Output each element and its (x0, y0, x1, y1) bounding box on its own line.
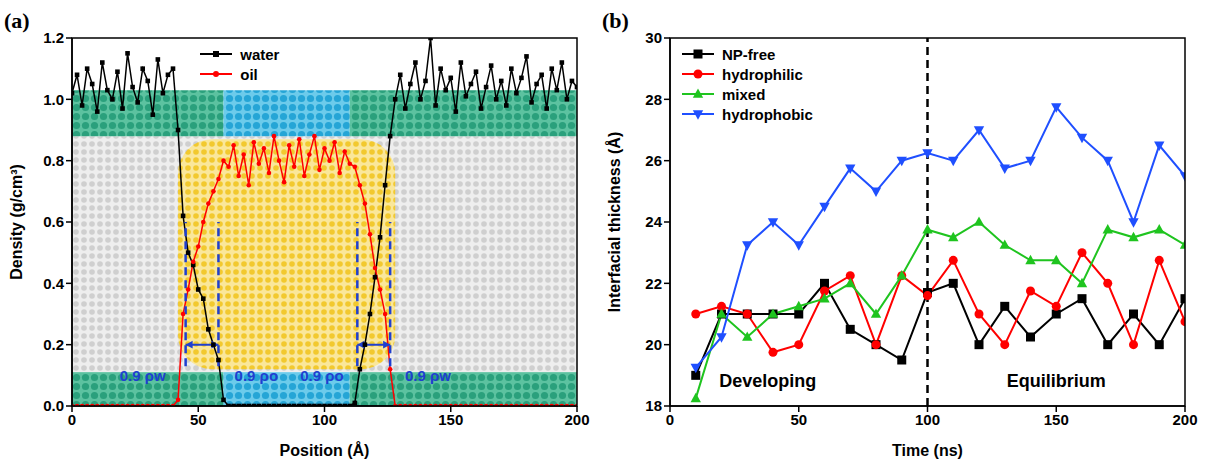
svg-text:Position (Å): Position (Å) (280, 441, 370, 459)
svg-text:0: 0 (666, 411, 674, 428)
svg-text:Density (g/cm³): Density (g/cm³) (8, 164, 25, 280)
svg-text:1.2: 1.2 (43, 29, 64, 46)
html-text:hydrophobic: hydrophobic (722, 105, 813, 123)
svg-text:50: 50 (190, 411, 207, 428)
svg-text:Time (ns): Time (ns) (892, 442, 963, 459)
svg-text:200: 200 (564, 411, 589, 428)
svg-text:0: 0 (68, 411, 76, 428)
svg-text:28: 28 (645, 91, 662, 108)
svg-text:22: 22 (645, 275, 662, 292)
svg-text:1.0: 1.0 (43, 91, 64, 108)
svg-text:0.0: 0.0 (43, 397, 64, 414)
svg-text:Developing: Developing (719, 371, 816, 391)
svg-text:26: 26 (645, 152, 662, 169)
svg-text:Equilibrium: Equilibrium (1007, 371, 1106, 391)
html-text:mixed: mixed (722, 85, 766, 103)
svg-text:0.9 ρw: 0.9 ρw (120, 367, 166, 384)
svg-text:0.4: 0.4 (43, 275, 65, 292)
html-text:water: water (240, 45, 280, 63)
svg-text:20: 20 (645, 336, 662, 353)
svg-text:100: 100 (312, 411, 337, 428)
html-text:oil: oil (240, 65, 258, 83)
svg-text:0.8: 0.8 (43, 152, 64, 169)
html-text:NP-free: NP-free (722, 45, 776, 63)
html-text:hydrophilic: hydrophilic (722, 65, 803, 83)
svg-text:150: 150 (438, 411, 463, 428)
svg-text:0.2: 0.2 (43, 336, 64, 353)
svg-text:50: 50 (790, 411, 807, 428)
svg-text:0.6: 0.6 (43, 213, 64, 230)
svg-text:0.9 ρw: 0.9 ρw (405, 367, 451, 384)
svg-text:0.9 ρo: 0.9 ρo (235, 367, 278, 384)
svg-text:(b): (b) (602, 8, 629, 33)
svg-text:24: 24 (645, 213, 662, 230)
svg-text:(a): (a) (4, 8, 30, 33)
svg-text:Interfacial thickness (Å): Interfacial thickness (Å) (605, 132, 623, 313)
svg-text:30: 30 (645, 29, 662, 46)
svg-text:0.9 ρo: 0.9 ρo (300, 367, 343, 384)
svg-text:150: 150 (1044, 411, 1069, 428)
svg-text:100: 100 (915, 411, 940, 428)
svg-text:200: 200 (1172, 411, 1197, 428)
svg-text:18: 18 (645, 397, 662, 414)
